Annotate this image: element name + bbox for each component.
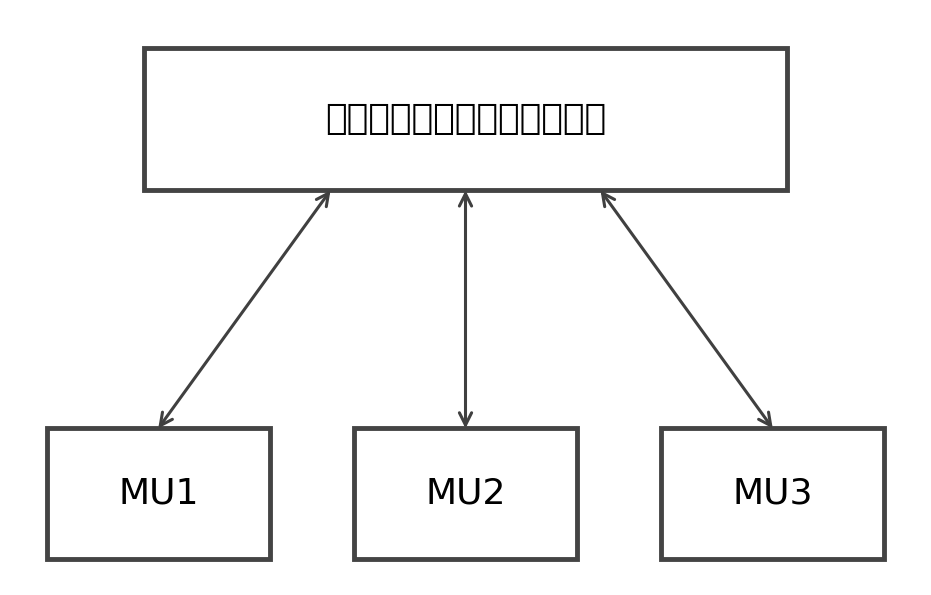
Text: 主机（集中式故障定位装置）: 主机（集中式故障定位装置） <box>325 102 606 136</box>
Bar <box>47 428 270 559</box>
Bar <box>661 428 884 559</box>
Bar <box>354 428 577 559</box>
Text: MU1: MU1 <box>118 477 198 511</box>
Text: MU2: MU2 <box>425 477 506 511</box>
Bar <box>144 48 787 190</box>
Text: MU3: MU3 <box>733 477 813 511</box>
